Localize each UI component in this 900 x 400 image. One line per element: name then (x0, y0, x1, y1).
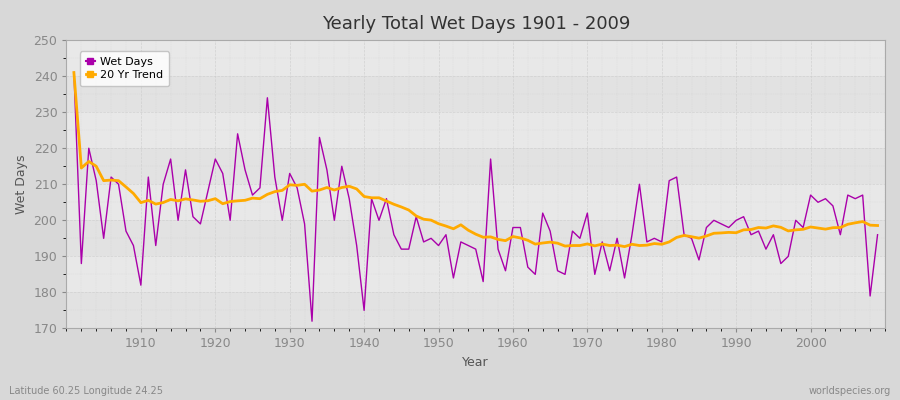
Bar (67, 76, 885, 112)
Y-axis label: Wet Days: Wet Days (15, 154, 28, 214)
Title: Yearly Total Wet Days 1901 - 2009: Yearly Total Wet Days 1901 - 2009 (321, 15, 630, 33)
Text: Latitude 60.25 Longitude 24.25: Latitude 60.25 Longitude 24.25 (9, 386, 163, 396)
X-axis label: Year: Year (463, 356, 489, 369)
Bar (67, 148, 885, 184)
Bar (67, 292, 885, 328)
Text: worldspecies.org: worldspecies.org (809, 386, 891, 396)
Bar (67, 220, 885, 256)
Legend: Wet Days, 20 Yr Trend: Wet Days, 20 Yr Trend (80, 52, 169, 86)
